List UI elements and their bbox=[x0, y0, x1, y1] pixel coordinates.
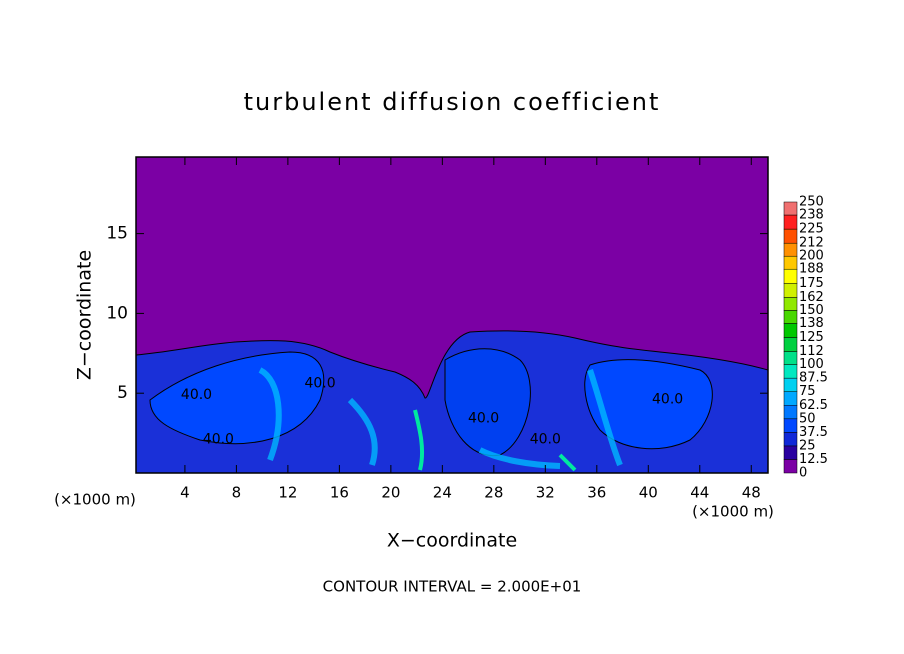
contour-label: 40.0 bbox=[652, 392, 683, 408]
colorbar-band bbox=[783, 228, 798, 244]
colorbar-band bbox=[783, 418, 798, 433]
colorbar-band bbox=[783, 351, 798, 365]
colorbar-band bbox=[783, 201, 798, 216]
colorbar-band bbox=[783, 377, 798, 392]
x-axis-title: X−coordinate bbox=[387, 530, 517, 552]
colorbar-label: 112 bbox=[799, 344, 824, 359]
colorbar-label: 50 bbox=[799, 411, 816, 426]
colorbar-band bbox=[783, 405, 798, 420]
colorbar-label: 87.5 bbox=[799, 371, 828, 386]
x-tick-label: 40 bbox=[639, 484, 658, 502]
contour-label: 40.0 bbox=[468, 411, 499, 427]
x-tick-label: 20 bbox=[381, 484, 400, 502]
colorbar-label: 62.5 bbox=[799, 398, 828, 413]
colorbar-band bbox=[783, 445, 798, 460]
field-region bbox=[584, 359, 713, 450]
colorbar-label: 212 bbox=[799, 236, 824, 251]
x-unit-label: (×1000 m) bbox=[692, 503, 774, 521]
colorbar-band bbox=[783, 323, 798, 338]
colorbar-label: 225 bbox=[799, 222, 824, 237]
colorbar-label: 250 bbox=[799, 195, 824, 210]
colorbar-label: 162 bbox=[799, 290, 824, 305]
colorbar-label: 150 bbox=[799, 303, 824, 318]
colorbar-label: 12.5 bbox=[799, 452, 828, 467]
y-axis-title: Z−coordinate bbox=[74, 250, 96, 380]
colorbar-band bbox=[783, 268, 798, 284]
colorbar-band bbox=[783, 283, 798, 298]
colorbar-band bbox=[783, 310, 798, 324]
x-tick-label: 28 bbox=[484, 484, 503, 502]
colorbar-band bbox=[783, 337, 798, 352]
colorbar-label: 25 bbox=[799, 438, 816, 453]
contour-label: 40.0 bbox=[530, 431, 561, 447]
colorbar-label: 0 bbox=[799, 466, 807, 481]
plot-frame bbox=[135, 156, 769, 474]
colorbar-label: 238 bbox=[799, 208, 824, 223]
x-tick-label: 36 bbox=[587, 484, 606, 502]
contour-label: 40.0 bbox=[304, 376, 335, 392]
y-tick-label: 10 bbox=[106, 303, 128, 323]
contour-label: 40.0 bbox=[203, 431, 234, 447]
colorbar-label: 125 bbox=[799, 330, 824, 345]
x-tick-label: 44 bbox=[690, 484, 709, 502]
y-tick-label: 15 bbox=[106, 224, 128, 244]
field-streak bbox=[413, 409, 577, 472]
x-tick-label: 32 bbox=[536, 484, 555, 502]
colorbar-label: 188 bbox=[799, 262, 824, 277]
contour-label: 40.0 bbox=[181, 387, 212, 403]
x-tick-label: 8 bbox=[232, 484, 242, 502]
y-tick-label: 5 bbox=[117, 383, 128, 403]
colorbar-band bbox=[783, 432, 798, 447]
colorbar-band bbox=[783, 391, 798, 406]
x-tick-label: 48 bbox=[742, 484, 761, 502]
colorbar-label: 175 bbox=[799, 276, 824, 291]
x-tick-label: 4 bbox=[180, 484, 190, 502]
field bbox=[135, 156, 769, 474]
field-region bbox=[444, 348, 531, 456]
colorbar-label: 75 bbox=[799, 384, 816, 399]
colorbar-band bbox=[783, 297, 798, 311]
field-streak bbox=[258, 367, 623, 469]
x-tick-label: 12 bbox=[278, 484, 297, 502]
colorbar-band bbox=[783, 459, 798, 474]
colorbar-band bbox=[783, 364, 798, 379]
x-unit-label: (×1000 m) bbox=[54, 491, 136, 509]
footer-note: CONTOUR INTERVAL = 2.000E+01 bbox=[323, 578, 582, 596]
x-tick-label: 24 bbox=[433, 484, 452, 502]
colorbar-label: 37.5 bbox=[799, 425, 828, 440]
colorbar-label: 100 bbox=[799, 357, 824, 372]
colorbar-band bbox=[783, 242, 798, 257]
colorbar-label: 200 bbox=[799, 249, 824, 264]
chart-title: turbulent diffusion coefficient bbox=[244, 88, 661, 116]
colorbar-band bbox=[783, 214, 798, 230]
colorbar-band bbox=[783, 255, 798, 270]
x-tick-label: 16 bbox=[330, 484, 349, 502]
colorbar-label: 138 bbox=[799, 316, 824, 331]
